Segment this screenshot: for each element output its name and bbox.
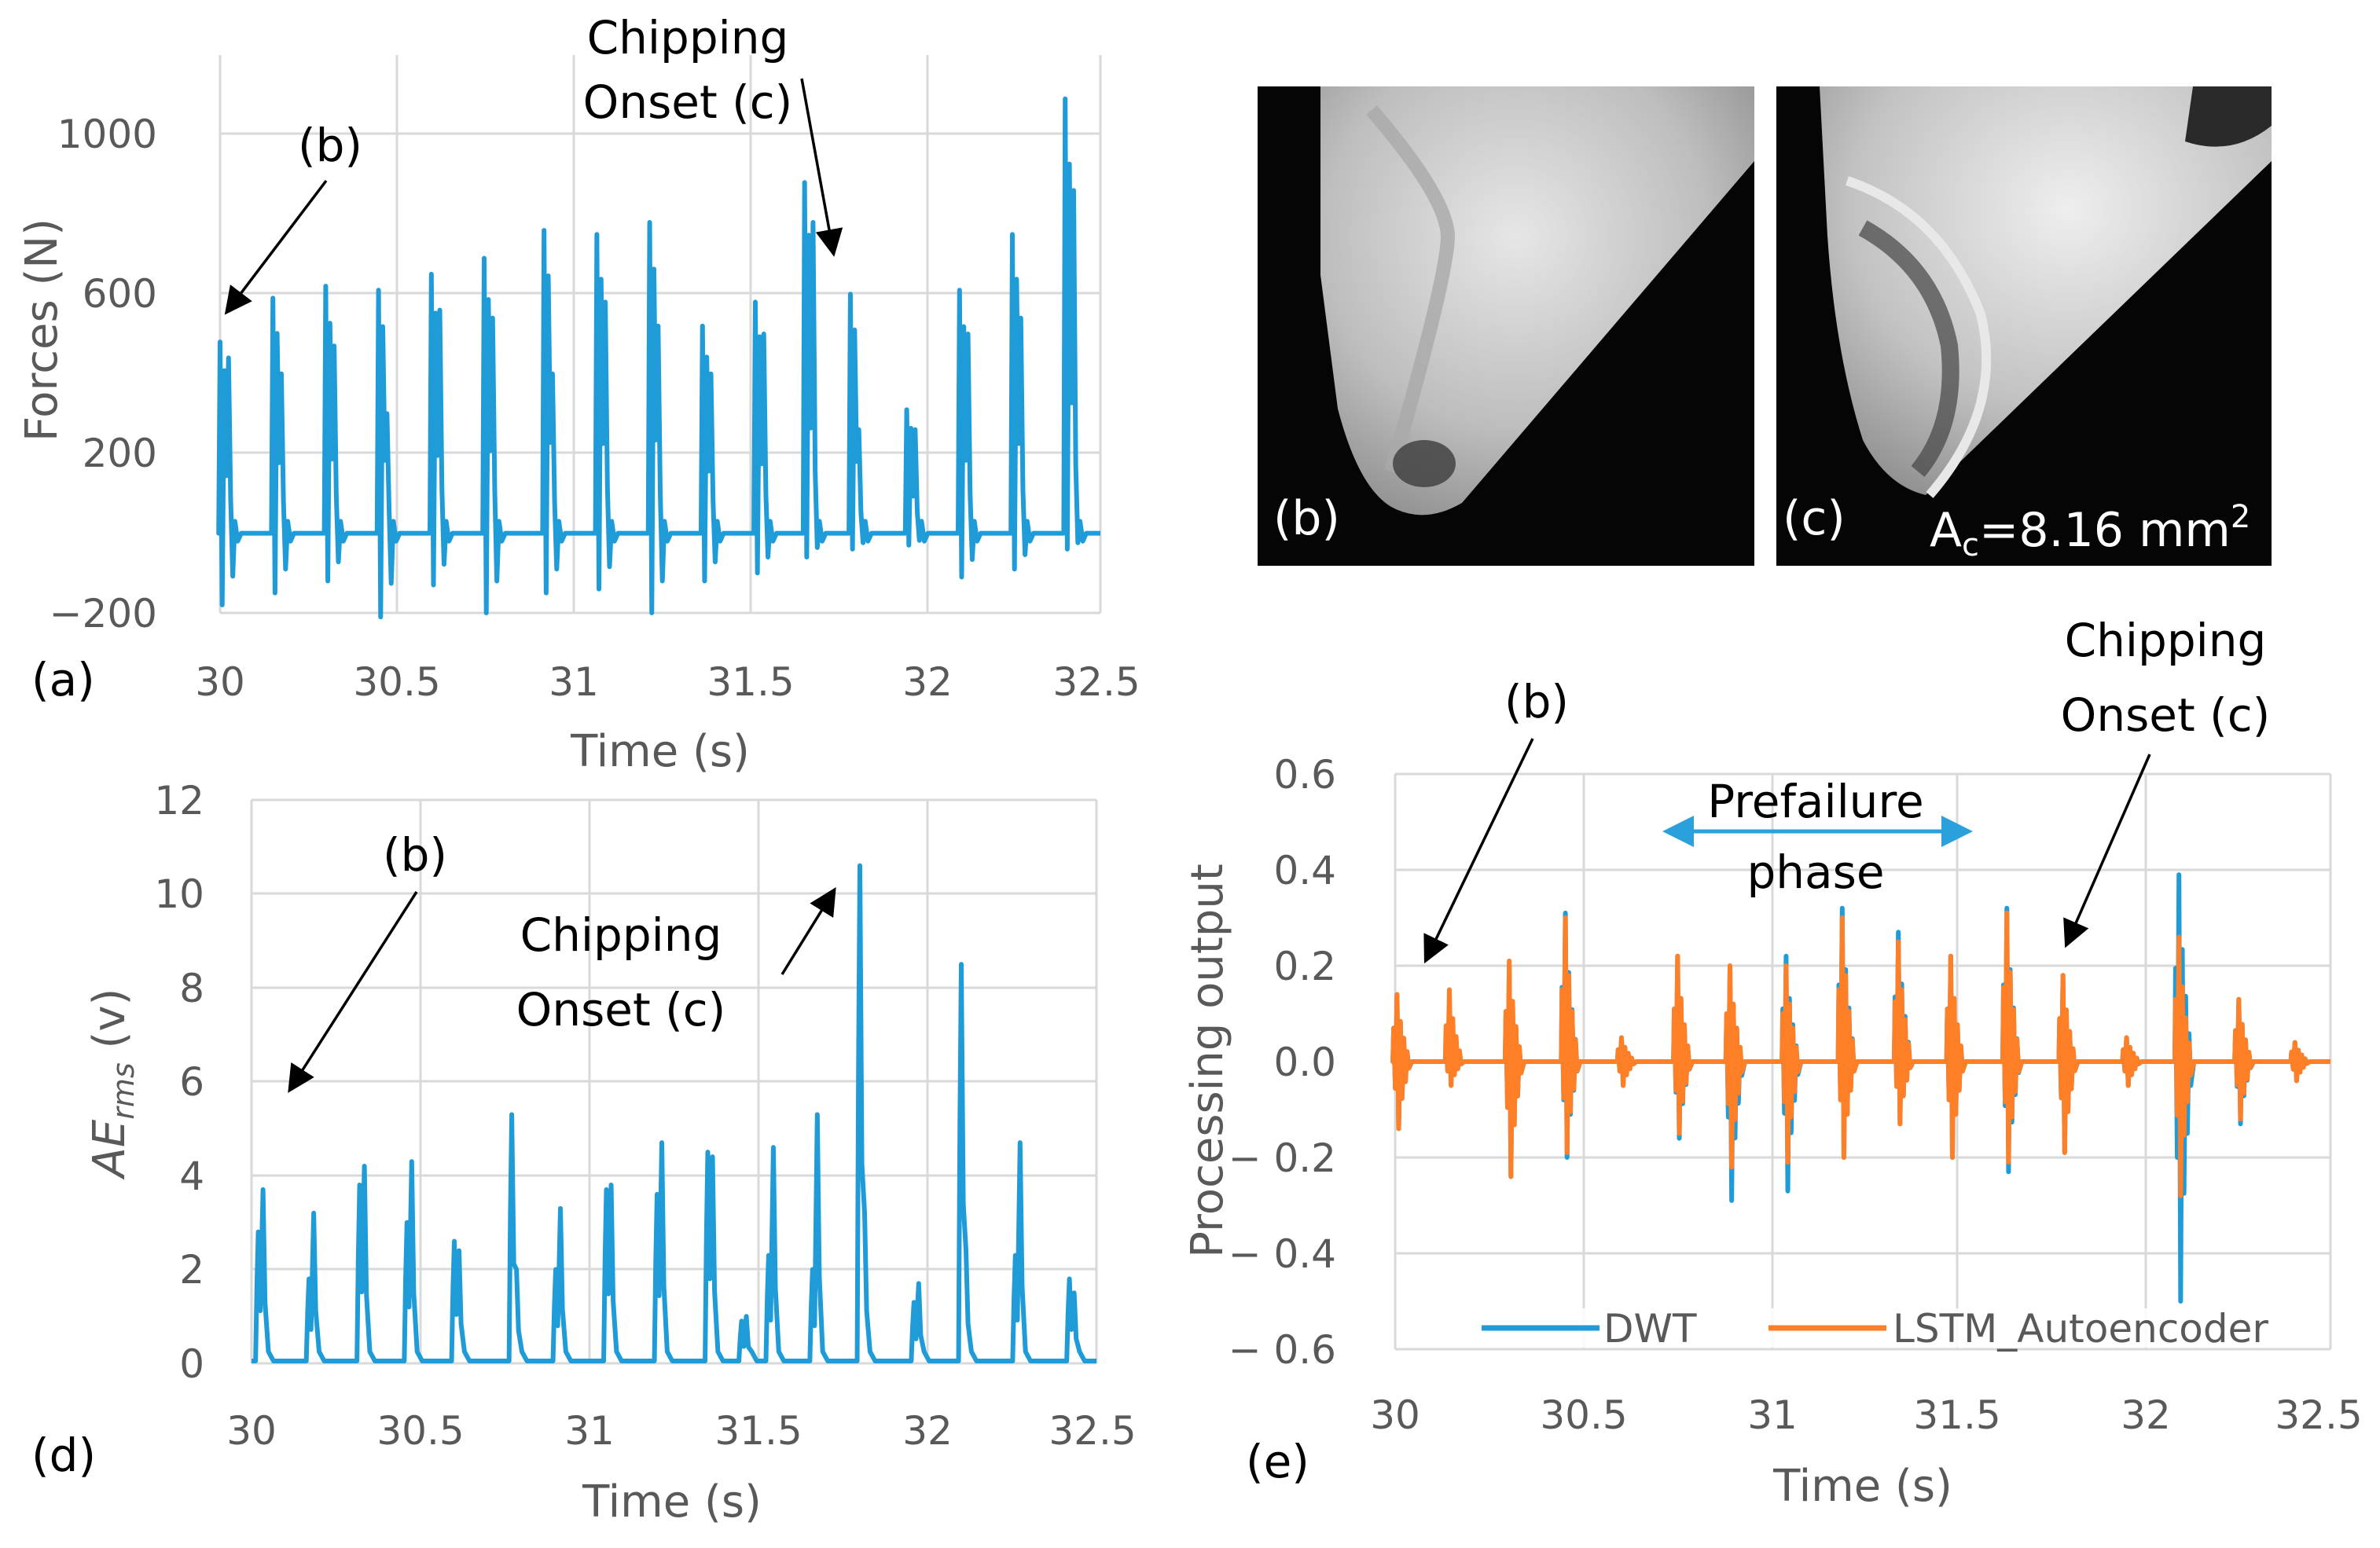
chart-a-ytick-labels: 1000 600 200 −200	[50, 112, 157, 636]
chart-e-xtick-label: 32	[2121, 1392, 2171, 1438]
chart-d-annotation-b: (b)	[383, 828, 447, 882]
chart-d-arrow-chipping	[780, 887, 836, 975]
photo-b-wear-spot	[1393, 440, 1456, 487]
chart-a-ytick-label: 600	[83, 271, 157, 317]
photo-c-caption-sup: 2	[2231, 499, 2250, 535]
chart-e-xlabel: Time (s)	[1772, 1461, 1952, 1512]
chart-e-legend-label-dwt: DWT	[1603, 1306, 1697, 1352]
chart-a-annotation-b: (b)	[298, 119, 362, 172]
chart-a-ytick-label: −200	[50, 591, 157, 636]
chart-d-series-aerms	[252, 863, 1096, 1364]
chart-e-legend: DWT LSTM_Autoencoder	[1462, 1306, 2319, 1352]
chart-d-xtick-label: 30	[226, 1408, 277, 1454]
chart-e-xtick-labels: 30 30.5 31 31.5 32 32.5	[1370, 1392, 2362, 1438]
chart-e-legend-background	[1462, 1308, 2319, 1348]
chart-d-ytick-label: 10	[154, 871, 204, 917]
chart-e-annotation-prefailure-line1: Prefailure	[1707, 775, 1923, 828]
chart-a-panel-label: (a)	[31, 653, 95, 706]
chart-a-xtick-label: 31.5	[707, 659, 794, 705]
chart-a-arrow-b	[224, 179, 328, 315]
chart-a-annotation-chipping-line2: Onset (c)	[583, 75, 793, 129]
chart-e-ytick-label: 0.0	[1273, 1040, 1336, 1085]
chart-d-xtick-label: 30.5	[376, 1408, 464, 1454]
chart-d-annotation-chipping-line1: Chipping	[520, 908, 722, 962]
chart-a-xtick-label: 32	[902, 659, 953, 705]
chart-d-ylabel: AErms (v)	[84, 989, 141, 1180]
chart-d: 12 10 8 6 4 2 0 30 30.5 31 31.5 32 32.5 …	[31, 778, 1137, 1528]
chart-e-ytick-label: 0.4	[1273, 848, 1336, 893]
chart-a-xtick-label: 31	[549, 659, 599, 705]
chart-e-xtick-label: 32.5	[2275, 1392, 2362, 1438]
chart-a-ylabel: Forces (N)	[17, 218, 68, 442]
chart-e-xtick-label: 31	[1747, 1392, 1798, 1438]
chart-e-ytick-label: − 0.4	[1229, 1231, 1336, 1277]
photo-c-caption-main: A	[1930, 503, 1962, 558]
chart-e-annotation-chipping-line2: Onset (c)	[2061, 688, 2271, 742]
chart-d-arrow-b	[288, 891, 418, 1093]
photo-c-caption-rest: =8.16 mm	[1979, 503, 2231, 558]
photo-c-corner-debris	[2185, 86, 2272, 147]
photo-c-caption: Ac=8.16 mm2	[1930, 499, 2250, 563]
chart-e-annotation-prefailure-line2: phase	[1746, 846, 1884, 899]
photo-c-caption-sub: c	[1962, 527, 1979, 563]
chart-d-ylabel-sub: rms	[106, 1062, 141, 1119]
chart-e-annotation-chipping-line1: Chipping	[2065, 614, 2267, 667]
chart-e-ytick-labels: 0.6 0.4 0.2 0.0 − 0.2 − 0.4 − 0.6	[1229, 752, 1336, 1373]
chart-a-xlabel: Time (s)	[570, 726, 750, 777]
chart-e-xtick-label: 31.5	[1913, 1392, 2000, 1438]
chart-d-ylabel-main: AE	[84, 1119, 135, 1179]
photo-c-label: (c)	[1783, 491, 1846, 546]
chart-a-xtick-label: 32.5	[1052, 659, 1140, 705]
chart-d-ytick-label: 12	[154, 778, 204, 824]
chart-a-series-force	[216, 96, 1100, 620]
chart-e-xtick-label: 30	[1370, 1392, 1420, 1438]
photo-c-tool-insert	[1820, 86, 2272, 495]
chart-e-ytick-label: − 0.2	[1229, 1135, 1336, 1181]
photo-b: (b)	[1258, 86, 1754, 566]
photo-b-edge-highlight	[1366, 105, 1456, 474]
chart-a-arrow-chipping	[800, 78, 843, 257]
chart-d-ylabel-unit: (v)	[84, 989, 135, 1063]
chart-a: 1000 600 200 −200 30 30.5 31 31.5 32 32.…	[17, 11, 1140, 777]
chart-d-ytick-labels: 12 10 8 6 4 2 0	[154, 778, 204, 1387]
chart-a-xtick-label: 30.5	[353, 659, 440, 705]
chart-e-arrow-chipping	[2063, 754, 2151, 948]
chart-a-xtick-label: 30	[195, 659, 245, 705]
chart-d-xtick-labels: 30 30.5 31 31.5 32 32.5	[226, 1408, 1136, 1454]
chart-d-ytick-label: 2	[179, 1247, 204, 1293]
chart-d-xlabel: Time (s)	[582, 1476, 762, 1528]
chart-d-ytick-label: 0	[179, 1341, 204, 1387]
photo-c: (c) Ac=8.16 mm2	[1776, 86, 2272, 566]
chart-d-xtick-label: 31	[564, 1408, 615, 1454]
photo-c-chipped-zone	[1858, 220, 1959, 478]
chart-a-ytick-label: 1000	[57, 112, 157, 157]
chart-e-ytick-label: − 0.6	[1229, 1327, 1336, 1373]
chart-d-ytick-label: 4	[179, 1154, 204, 1199]
chart-a-xtick-labels: 30 30.5 31 31.5 32 32.5	[195, 659, 1140, 705]
chart-d-panel-label: (d)	[31, 1429, 96, 1482]
chart-a-ytick-label: 200	[83, 431, 157, 476]
chart-e-series-lstm-autoencoder	[1390, 910, 2330, 1198]
chart-d-ytick-label: 8	[179, 966, 204, 1011]
chart-e: 0.6 0.4 0.2 0.0 − 0.2 − 0.4 − 0.6 30 30.…	[1182, 614, 2363, 1512]
chart-e-arrow-b	[1423, 738, 1534, 964]
chart-e-xtick-label: 30.5	[1540, 1392, 1627, 1438]
chart-d-ytick-label: 6	[179, 1059, 204, 1105]
chart-e-ytick-label: 0.6	[1273, 752, 1336, 798]
photo-b-label: (b)	[1273, 491, 1340, 546]
chart-e-ylabel: Processing output	[1182, 864, 1233, 1258]
chart-e-legend-label-lstm: LSTM_Autoencoder	[1893, 1306, 2268, 1352]
chart-a-annotation-chipping-line1: Chipping	[587, 11, 789, 64]
chart-d-xtick-label: 32.5	[1049, 1408, 1136, 1454]
chart-d-xtick-label: 31.5	[714, 1408, 802, 1454]
chart-e-ytick-label: 0.2	[1273, 944, 1336, 989]
chart-d-xtick-label: 32	[902, 1408, 953, 1454]
photo-c-chip-outline	[1846, 176, 1992, 498]
chart-d-grid	[250, 798, 1098, 1365]
chart-e-panel-label: (e)	[1246, 1435, 1309, 1488]
chart-d-annotation-chipping-line2: Onset (c)	[516, 983, 726, 1036]
chart-e-annotation-b: (b)	[1504, 675, 1569, 728]
